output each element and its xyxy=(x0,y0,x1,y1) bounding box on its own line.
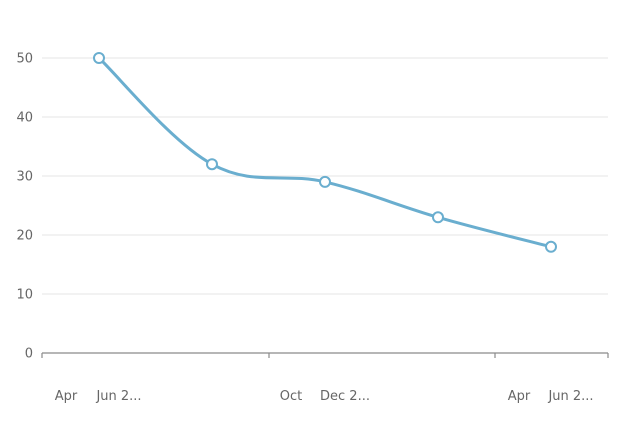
data-point xyxy=(319,175,331,188)
data-point xyxy=(206,158,218,171)
y-tick-label: 0 xyxy=(25,347,33,362)
y-axis: 0 10 20 30 40 50 xyxy=(16,52,33,362)
x-tick-label: Jun 2... xyxy=(95,389,141,404)
y-tick-label: 20 xyxy=(16,229,33,244)
x-axis: Apr Jun 2... Oct Dec 2... Apr Jun 2... xyxy=(41,352,609,404)
data-point xyxy=(545,240,557,253)
y-tick-label: 50 xyxy=(16,52,33,67)
x-tick-label: Oct xyxy=(280,389,302,404)
data-point xyxy=(432,211,444,224)
y-tick-label: 10 xyxy=(16,288,33,303)
y-tick-label: 40 xyxy=(16,111,33,126)
y-tick-label: 30 xyxy=(16,170,33,185)
x-tick-label: Dec 2... xyxy=(320,389,370,404)
data-point xyxy=(93,52,105,64)
series-line xyxy=(97,56,553,249)
series xyxy=(93,52,557,253)
x-tick-label: Apr xyxy=(508,389,531,404)
x-tick-label: Jun 2... xyxy=(547,389,593,404)
x-tick-label: Apr xyxy=(55,389,78,404)
